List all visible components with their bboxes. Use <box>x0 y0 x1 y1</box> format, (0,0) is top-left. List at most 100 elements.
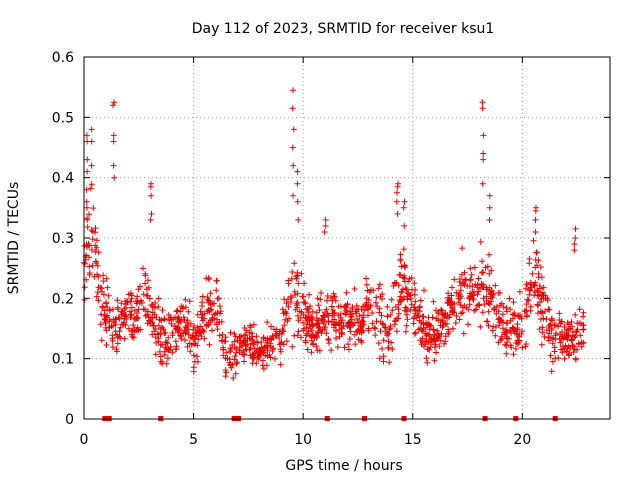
data-point <box>460 330 467 337</box>
data-point <box>506 295 513 302</box>
data-point <box>323 306 330 313</box>
data-point <box>417 325 424 332</box>
data-point <box>173 346 180 352</box>
data-point <box>580 326 587 333</box>
data-point <box>152 299 159 306</box>
data-point <box>157 353 164 360</box>
data-point <box>335 319 342 326</box>
data-point <box>380 337 387 344</box>
data-point <box>106 318 113 325</box>
data-point <box>149 331 156 338</box>
data-point <box>240 347 247 354</box>
data-point <box>301 280 308 287</box>
data-point <box>403 322 410 329</box>
data-point <box>507 306 514 313</box>
data-point <box>316 324 323 330</box>
data-point <box>299 293 306 300</box>
data-point <box>372 325 379 332</box>
data-point <box>144 311 151 318</box>
data-point <box>91 273 98 280</box>
data-point <box>185 308 192 315</box>
data-point <box>135 306 142 313</box>
data-point <box>552 332 559 339</box>
data-point <box>148 192 155 199</box>
data-point <box>81 284 88 291</box>
data-point <box>467 265 474 272</box>
data-point <box>142 280 148 287</box>
data-point <box>515 333 522 340</box>
data-point <box>129 327 136 334</box>
data-point <box>162 339 169 346</box>
data-point <box>363 281 370 288</box>
data-point <box>313 309 320 316</box>
data-point <box>325 337 332 344</box>
data-point <box>161 316 168 323</box>
data-point <box>529 270 536 277</box>
data-point <box>283 338 290 345</box>
data-point <box>306 317 312 324</box>
data-point <box>172 326 179 333</box>
data-point <box>129 333 136 340</box>
data-point <box>269 348 276 354</box>
data-point <box>298 270 305 277</box>
data-point <box>467 293 474 300</box>
data-point <box>396 297 403 303</box>
data-point <box>438 307 445 314</box>
data-point <box>358 339 365 346</box>
data-point <box>314 347 321 354</box>
data-point <box>543 316 550 323</box>
data-point <box>258 344 265 351</box>
data-point <box>188 341 195 348</box>
data-point <box>549 340 556 347</box>
data-point <box>531 282 538 289</box>
data-point <box>289 269 296 275</box>
y-tick-label: 0.1 <box>52 352 74 368</box>
data-point <box>321 229 328 235</box>
data-point <box>143 292 150 299</box>
data-point <box>432 341 439 348</box>
data-point <box>106 307 113 314</box>
data-point <box>535 270 542 277</box>
data-point <box>206 276 213 283</box>
data-point <box>495 289 502 296</box>
data-point <box>475 288 482 295</box>
data-point <box>168 320 175 327</box>
data-point <box>182 324 189 330</box>
data-point <box>135 327 142 334</box>
data-point <box>484 318 491 325</box>
data-point <box>537 316 544 323</box>
data-point <box>165 311 172 318</box>
data-point <box>504 328 511 335</box>
data-point <box>510 299 517 305</box>
data-point <box>341 304 348 310</box>
data-point <box>247 322 253 329</box>
data-point <box>363 299 370 306</box>
data-point <box>140 265 146 272</box>
data-point <box>207 317 214 324</box>
data-point <box>328 303 335 310</box>
data-point <box>401 272 408 279</box>
data-point <box>382 324 389 331</box>
data-point <box>294 332 301 339</box>
data-point <box>526 291 533 298</box>
data-point <box>566 350 573 357</box>
data-point <box>523 341 530 347</box>
data-point <box>409 286 415 293</box>
data-point <box>457 287 464 294</box>
x-tick-label: 0 <box>80 432 89 448</box>
data-point <box>199 317 206 324</box>
data-point <box>303 332 310 339</box>
data-point <box>184 343 191 350</box>
data-point <box>110 316 117 323</box>
data-point <box>121 335 128 342</box>
data-point <box>199 299 206 306</box>
data-point <box>540 315 547 322</box>
data-point <box>392 318 398 325</box>
data-point <box>514 330 521 337</box>
data-point <box>544 295 551 302</box>
data-point <box>380 358 387 365</box>
data-point <box>310 341 317 348</box>
data-point <box>159 307 166 314</box>
data-point <box>420 313 427 320</box>
data-point <box>294 312 301 319</box>
